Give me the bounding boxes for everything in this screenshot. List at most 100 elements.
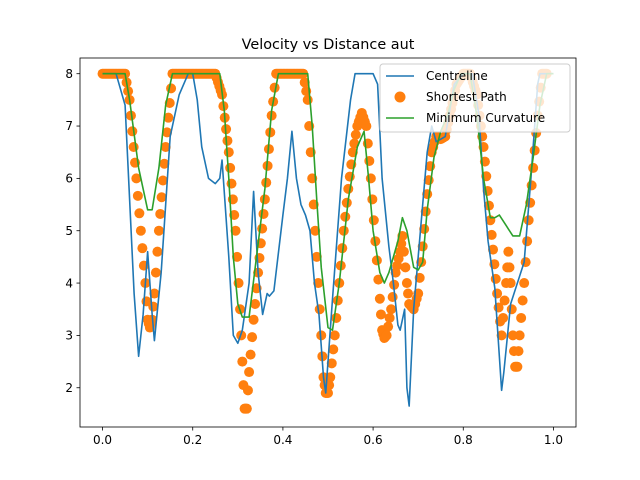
shortest-path-point: [368, 215, 379, 226]
shortest-path-point: [361, 121, 372, 132]
shortest-path-point: [419, 223, 430, 234]
shortest-path-point: [403, 288, 414, 299]
x-tick-label: 0.2: [183, 433, 202, 447]
shortest-path-point: [166, 83, 177, 94]
shortest-path-point: [127, 126, 138, 137]
shortest-path-point: [155, 208, 166, 219]
y-tick-label: 6: [65, 172, 73, 186]
legend-label-shortest-path: Shortest Path: [426, 90, 507, 104]
shortest-path-point: [261, 177, 272, 188]
shortest-path-point: [350, 129, 361, 140]
shortest-path-point: [152, 246, 163, 257]
shortest-path-point: [259, 194, 270, 205]
shortest-path-point: [314, 304, 325, 315]
shortest-path-point: [135, 225, 146, 236]
shortest-path-point: [245, 349, 256, 360]
shortest-path-point: [326, 358, 337, 369]
shortest-path-point: [331, 312, 342, 323]
shortest-path-point: [163, 112, 174, 123]
shortest-path-point: [150, 267, 161, 278]
shortest-path-point: [131, 173, 142, 184]
legend-swatch-shortest-path: [394, 91, 406, 103]
shortest-path-point: [519, 278, 530, 289]
shortest-path-point: [257, 223, 268, 234]
axes-frame: [79, 57, 577, 428]
shortest-path-point: [383, 321, 394, 332]
shortest-path-point: [269, 82, 280, 93]
y-tick-label: 4: [65, 276, 73, 290]
shortest-path-point: [242, 385, 253, 396]
shortest-path-point: [328, 344, 339, 355]
shortest-path-point: [156, 192, 167, 203]
shortest-path-point: [299, 77, 310, 88]
x-tick-label: 0.6: [364, 433, 383, 447]
shortest-path-point: [225, 162, 236, 173]
shortest-path-point: [492, 288, 503, 299]
shortest-path-point: [162, 127, 173, 138]
shortest-path-point: [250, 299, 261, 309]
shortest-path-point: [159, 158, 170, 169]
shortest-path-point: [523, 215, 534, 226]
shortest-path-point: [401, 278, 412, 289]
shortest-path-point: [244, 367, 255, 378]
legend-label-centreline: Centreline: [426, 69, 488, 83]
y-tick-label: 3: [65, 329, 73, 343]
shortest-path-point: [153, 225, 164, 236]
shortest-path-point: [343, 183, 354, 194]
shortest-path-point: [498, 312, 509, 323]
shortest-path-point: [149, 288, 160, 299]
shortest-path-point: [398, 246, 409, 257]
y-tick-label: 5: [65, 224, 73, 238]
shortest-path-point: [226, 178, 237, 189]
shortest-path-point: [371, 255, 382, 266]
x-tick-label: 0.0: [93, 433, 112, 447]
shortest-path-point: [128, 141, 139, 152]
shortest-path-point: [520, 257, 531, 268]
shortest-path-point: [396, 238, 407, 249]
shortest-path-point: [332, 295, 343, 306]
shortest-path-point: [313, 278, 324, 289]
shortest-path-point: [486, 229, 497, 240]
shortest-path-point: [311, 251, 322, 262]
shortest-path-point: [258, 208, 269, 219]
shortest-path-point: [386, 304, 397, 315]
shortest-path-point: [367, 194, 378, 205]
y-axis-ticks: 2 3 4 5 6 7 8: [65, 67, 80, 395]
shortest-path-point: [387, 292, 398, 303]
shortest-path-point: [504, 262, 515, 273]
shortest-path-point: [338, 225, 349, 236]
shortest-path-point: [514, 330, 525, 341]
shortest-path-point: [506, 304, 517, 315]
legend-box: [379, 63, 571, 133]
y-tick-label: 2: [65, 381, 73, 395]
shortest-path-point: [222, 135, 233, 146]
shortest-path-point: [499, 295, 510, 306]
shortest-path-point: [373, 274, 384, 285]
shortest-path-point: [496, 330, 507, 341]
x-tick-label: 0.8: [454, 433, 473, 447]
chart-title: Velocity vs Distance aut: [242, 37, 415, 53]
y-tick-label: 7: [65, 119, 73, 133]
shortest-path-point: [340, 211, 351, 222]
x-tick-label: 1.0: [544, 433, 563, 447]
shortest-path-point: [223, 147, 234, 158]
shortest-path-point: [157, 175, 168, 186]
shortest-path-point: [516, 312, 527, 323]
shortest-path-point: [375, 309, 386, 320]
shortest-path-point: [341, 197, 352, 208]
y-tick-label: 8: [65, 67, 73, 81]
shortest-path-point: [132, 190, 143, 201]
shortest-path-point: [232, 251, 243, 262]
shortest-path-point: [310, 225, 321, 236]
x-tick-label: 0.4: [273, 433, 292, 447]
shortest-path-point: [137, 243, 148, 254]
shortest-path-point: [248, 314, 259, 325]
shortest-path-point: [420, 206, 431, 217]
shortest-path-point: [417, 241, 428, 252]
shortest-path-point: [512, 361, 523, 372]
legend-label-minimum-curvature: Minimum Curvature: [426, 111, 545, 125]
shortest-path-point: [349, 138, 360, 149]
shortest-path-point: [381, 330, 392, 341]
shortest-path-point: [517, 295, 528, 306]
